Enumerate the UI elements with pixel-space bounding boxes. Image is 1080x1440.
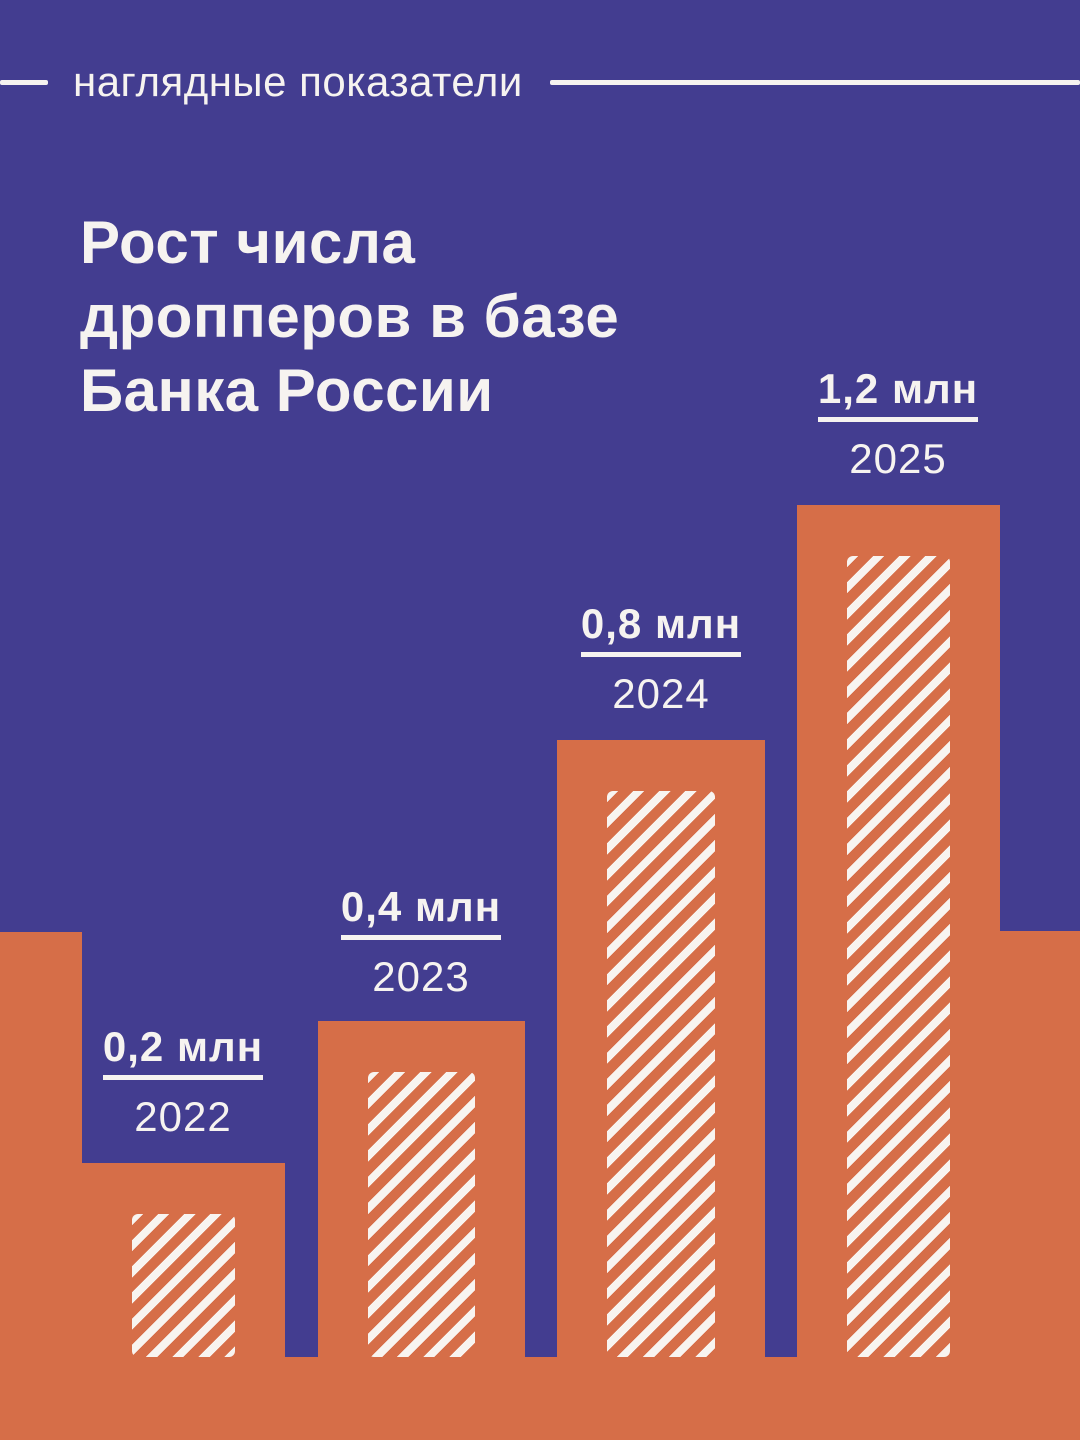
bar-label-2024: 0,8 млн 2024 xyxy=(511,603,811,718)
bar-value-2023: 0,4 млн xyxy=(271,886,571,940)
decorative-bar-right xyxy=(1000,931,1080,1440)
bar-label-2022: 0,2 млн 2022 xyxy=(33,1026,333,1141)
chart-title-line-2: дропперов в базе xyxy=(80,283,620,350)
chart-title-line-1: Рост числа xyxy=(80,209,416,276)
bar-year-2024: 2024 xyxy=(612,670,710,717)
bar-2025 xyxy=(797,505,1000,1440)
bar-2022 xyxy=(82,1163,285,1440)
bar-year-2023: 2023 xyxy=(372,953,470,1000)
bar-2023 xyxy=(318,1021,525,1440)
header: наглядные показатели xyxy=(0,58,1080,106)
bar-2024 xyxy=(557,740,765,1440)
bar-value-2022: 0,2 млн xyxy=(33,1026,333,1080)
header-label: наглядные показатели xyxy=(73,58,523,105)
chart-title: Рост числа дропперов в базе Банка России xyxy=(80,206,619,428)
bar-2024-hatch-pattern xyxy=(607,791,715,1357)
decorative-bar-left xyxy=(0,932,82,1440)
chart-title-line-3: Банка России xyxy=(80,357,494,424)
bar-2022-hatch-pattern xyxy=(132,1214,235,1357)
bar-value-2024: 0,8 млн xyxy=(511,603,811,657)
bar-value-2025: 1,2 млн xyxy=(748,368,1048,422)
bar-label-2025: 1,2 млн 2025 xyxy=(748,368,1048,483)
bar-year-2025: 2025 xyxy=(849,435,947,482)
header-rule-right-icon xyxy=(549,79,1080,85)
bar-label-2023: 0,4 млн 2023 xyxy=(271,886,571,1001)
bar-year-2022: 2022 xyxy=(134,1093,232,1140)
bar-2025-hatch-pattern xyxy=(847,556,950,1357)
bar-2023-hatch-pattern xyxy=(368,1072,475,1357)
header-rule-left-icon xyxy=(0,79,48,85)
